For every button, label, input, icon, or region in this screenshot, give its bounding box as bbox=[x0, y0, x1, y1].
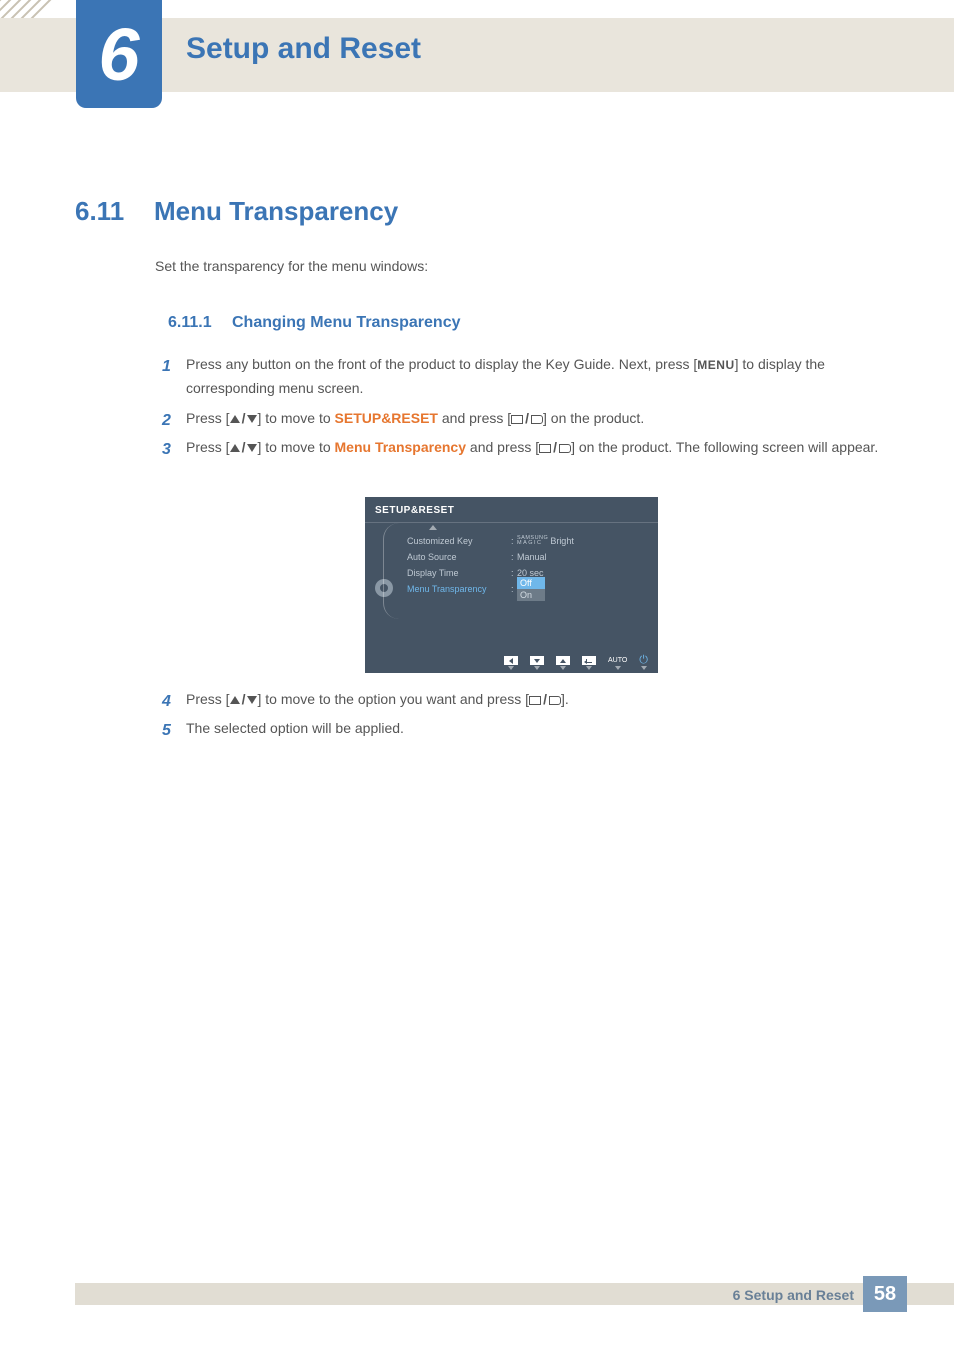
step-number: 1 bbox=[162, 353, 171, 380]
step-number: 2 bbox=[162, 407, 171, 434]
section-title: Menu Transparency bbox=[154, 196, 398, 227]
osd-row-customized-key: Customized Key: SAMSUNGMAGIC Bright bbox=[407, 533, 648, 549]
arc-decoration bbox=[383, 523, 403, 619]
step-5: 5 The selected option will be applied. bbox=[162, 717, 884, 741]
step-text: Press [ bbox=[186, 410, 230, 426]
option-on: On bbox=[517, 589, 545, 601]
chapter-title: Setup and Reset bbox=[186, 32, 421, 66]
step-text: and press [ bbox=[466, 439, 539, 455]
step-text: Press any button on the front of the pro… bbox=[186, 356, 697, 372]
subsection-number: 6.11.1 bbox=[168, 314, 212, 332]
up-down-icon: / bbox=[230, 436, 258, 460]
osd-row-auto-source: Auto Source:Manual bbox=[407, 549, 648, 565]
section-intro: Set the transparency for the menu window… bbox=[155, 258, 428, 274]
osd-row-value: Off On bbox=[517, 577, 648, 601]
nav-auto-label: AUTO bbox=[608, 656, 627, 665]
enter-source-icon: / bbox=[511, 407, 543, 431]
osd-row-label: Display Time bbox=[407, 568, 511, 578]
osd-row-label: Customized Key bbox=[407, 536, 511, 546]
step-number: 4 bbox=[162, 688, 171, 715]
scroll-up-indicator-icon bbox=[429, 525, 437, 530]
page-number: 58 bbox=[863, 1276, 907, 1312]
enter-source-icon: / bbox=[539, 436, 571, 460]
chapter-number: 6 bbox=[98, 12, 139, 97]
menu-transparency-label: Menu Transparency bbox=[335, 439, 467, 455]
step-4: 4 Press [/] to move to the option you wa… bbox=[162, 688, 884, 712]
nav-back-icon bbox=[504, 656, 518, 665]
osd-row-label: Auto Source bbox=[407, 552, 511, 562]
step-text: The selected option will be applied. bbox=[186, 720, 404, 736]
osd-row-value: Manual bbox=[517, 552, 648, 562]
step-text: ] to move to the option you want and pre… bbox=[257, 691, 529, 707]
nav-power-icon: ⏻ bbox=[639, 656, 648, 665]
osd-row-menu-transparency: Menu Transparency: Off On bbox=[407, 581, 648, 597]
step-text: ] on the product. bbox=[543, 410, 644, 426]
option-off: Off bbox=[517, 577, 545, 589]
step-text: and press [ bbox=[438, 410, 511, 426]
step-text: Press [ bbox=[186, 691, 230, 707]
enter-source-icon: / bbox=[529, 688, 561, 712]
nav-down-icon bbox=[530, 656, 544, 665]
step-1: 1 Press any button on the front of the p… bbox=[162, 353, 884, 401]
subsection-title: Changing Menu Transparency bbox=[232, 314, 460, 332]
step-text: ] to move to bbox=[257, 439, 334, 455]
up-down-icon: / bbox=[230, 407, 258, 431]
up-down-icon: / bbox=[230, 688, 258, 712]
osd-row-label: Menu Transparency bbox=[407, 584, 511, 594]
nav-enter-icon bbox=[582, 656, 596, 665]
step-text: ]. bbox=[561, 691, 569, 707]
osd-nav-bar: AUTO ⏻ bbox=[365, 653, 658, 673]
step-2: 2 Press [/] to move to SETUP&RESET and p… bbox=[162, 407, 884, 431]
step-text: Press [ bbox=[186, 439, 230, 455]
section-number: 6.11 bbox=[75, 196, 124, 227]
step-number: 5 bbox=[162, 717, 171, 744]
setup-reset-label: SETUP&RESET bbox=[335, 410, 438, 426]
osd-setup-reset-screenshot: SETUP&RESET Customized Key: SAMSUNGMAGIC… bbox=[365, 497, 658, 673]
footer-chapter-label: 6 Setup and Reset bbox=[733, 1287, 854, 1303]
step-number: 3 bbox=[162, 436, 171, 463]
menu-key-label: MENU bbox=[697, 358, 734, 372]
chapter-badge: 6 bbox=[76, 0, 162, 108]
step-3: 3 Press [/] to move to Menu Transparency… bbox=[162, 436, 884, 460]
nav-up-icon bbox=[556, 656, 570, 665]
osd-title: SETUP&RESET bbox=[365, 497, 658, 523]
osd-row-value: SAMSUNGMAGIC Bright bbox=[517, 536, 648, 546]
step-text: ] on the product. The following screen w… bbox=[571, 439, 878, 455]
step-text: ] to move to bbox=[257, 410, 334, 426]
